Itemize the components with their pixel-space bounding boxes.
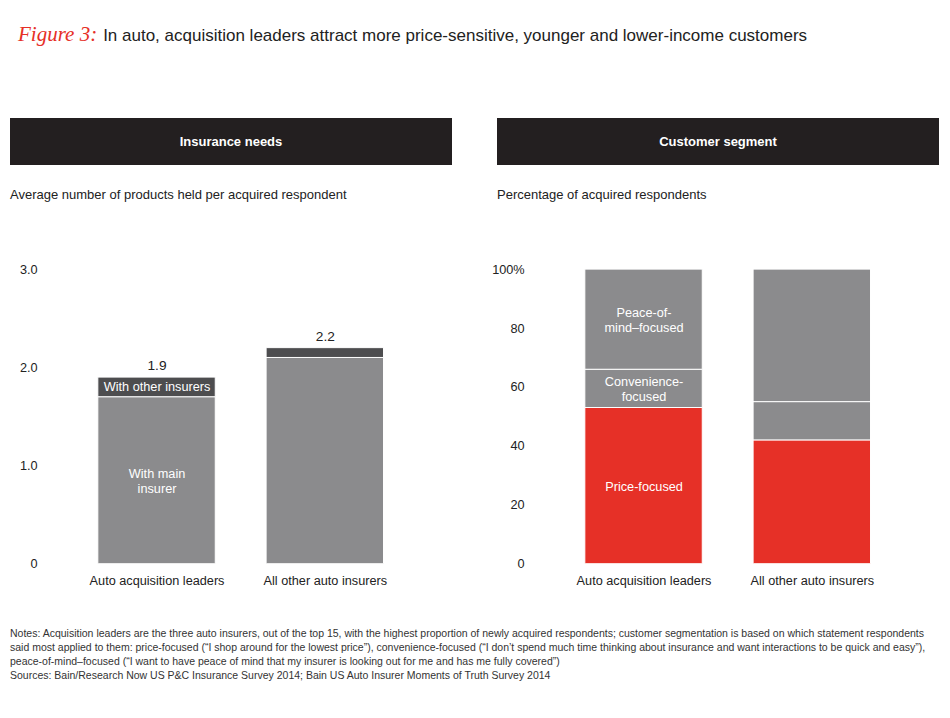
svg-text:80: 80 [511, 321, 525, 336]
svg-text:1.9: 1.9 [148, 358, 167, 373]
svg-text:Peace-of-mind–focused: Peace-of-mind–focused [604, 305, 683, 335]
svg-text:1.0: 1.0 [20, 458, 38, 473]
html-text:Notes: Acquisition leaders are: Notes: Acquisition leaders are the three… [10, 627, 926, 667]
svg-text:20: 20 [511, 497, 525, 512]
svg-text:2.0: 2.0 [20, 360, 38, 375]
svg-text:0: 0 [518, 556, 525, 571]
html-text:Percentage of acquired respond: Percentage of acquired respondents [497, 187, 707, 202]
svg-text:3.0: 3.0 [20, 262, 38, 277]
svg-text:All other auto insurers: All other auto insurers [751, 573, 875, 588]
svg-text:100%: 100% [492, 262, 525, 277]
svg-text:With maininsurer: With maininsurer [129, 466, 185, 496]
svg-text:Convenience-focused: Convenience-focused [605, 374, 683, 404]
svg-text:With other insurers: With other insurers [104, 379, 211, 394]
svg-text:0: 0 [31, 556, 38, 571]
html-text:Average number of products hel: Average number of products held per acqu… [10, 187, 347, 202]
html-text:Insurance needs: Insurance needs [179, 134, 283, 149]
svg-text:40: 40 [511, 438, 525, 453]
html-text:Figure 3: In auto, acquisition: Figure 3: In auto, acquisition leaders a… [18, 22, 808, 46]
svg-text:60: 60 [511, 379, 525, 394]
svg-text:Auto acquisition leaders: Auto acquisition leaders [90, 573, 225, 588]
svg-text:All other auto insurers: All other auto insurers [264, 573, 388, 588]
html-text:Customer segment: Customer segment [659, 134, 777, 149]
svg-text:Auto acquisition leaders: Auto acquisition leaders [577, 573, 712, 588]
svg-text:2.2: 2.2 [316, 329, 335, 344]
svg-text:Price-focused: Price-focused [605, 479, 683, 494]
html-text:Sources: Bain/Research Now US: Sources: Bain/Research Now US P&C Insura… [10, 669, 551, 681]
